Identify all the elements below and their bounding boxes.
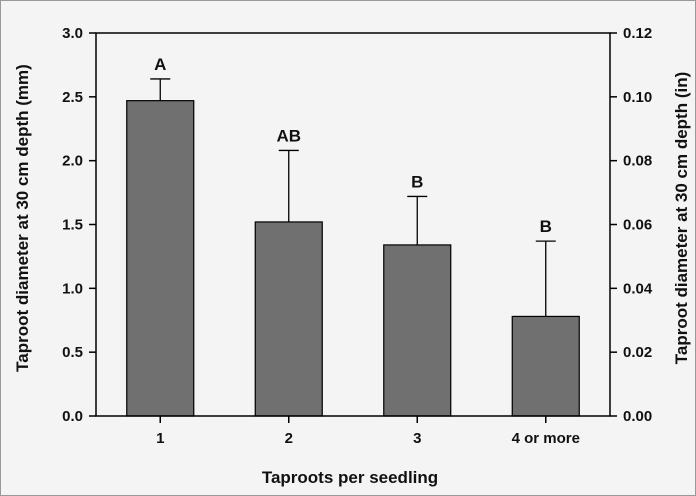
bar — [254, 221, 323, 417]
plot-area: A AB B B — [126, 55, 580, 417]
y-tick-label-left: 0.0 — [62, 408, 83, 425]
significance-letter: B — [411, 172, 423, 191]
y-axis-title-right: Taproot diameter at 30 cm depth (in) — [672, 72, 691, 365]
x-tick-label: 2 — [285, 430, 293, 447]
chart-labels: Taproots per seedling Taproot diameter a… — [13, 64, 691, 487]
y-tick-label-right: 0.04 — [623, 280, 653, 297]
axes: 0.0 0.5 1.0 1.5 2.0 2.5 3.0 0.00 0.02 0.04 0.06 0.0… — [62, 25, 653, 447]
y-tick-label-left: 2.0 — [62, 153, 83, 170]
y-tick-label-right: 0.02 — [623, 344, 652, 361]
y-tick-label-right: 0.00 — [623, 408, 652, 425]
y-tick-label-right: 0.10 — [623, 89, 652, 106]
y-tick-label-left: 1.0 — [62, 280, 83, 297]
y-tick-label-left: 3.0 — [62, 25, 83, 42]
significance-letter: A — [154, 55, 166, 74]
x-tick-label: 3 — [413, 430, 421, 447]
x-tick-label: 4 or more — [512, 430, 580, 447]
y-axis-title-left: Taproot diameter at 30 cm depth (mm) — [13, 64, 32, 372]
x-tick-label: 1 — [156, 430, 164, 447]
x-axis-title: Taproots per seedling — [262, 468, 438, 487]
y-tick-label-right: 0.08 — [623, 153, 652, 170]
y-tick-label-right: 0.12 — [623, 25, 652, 42]
y-tick-label-left: 0.5 — [62, 344, 83, 361]
y-tick-label-left: 2.5 — [62, 89, 83, 106]
bar — [383, 244, 452, 417]
bar — [126, 100, 195, 417]
y-tick-label-left: 1.5 — [62, 217, 83, 234]
significance-letter: B — [540, 217, 552, 236]
bar — [511, 315, 580, 417]
significance-letter: AB — [276, 126, 301, 145]
y-tick-label-right: 0.06 — [623, 217, 652, 234]
